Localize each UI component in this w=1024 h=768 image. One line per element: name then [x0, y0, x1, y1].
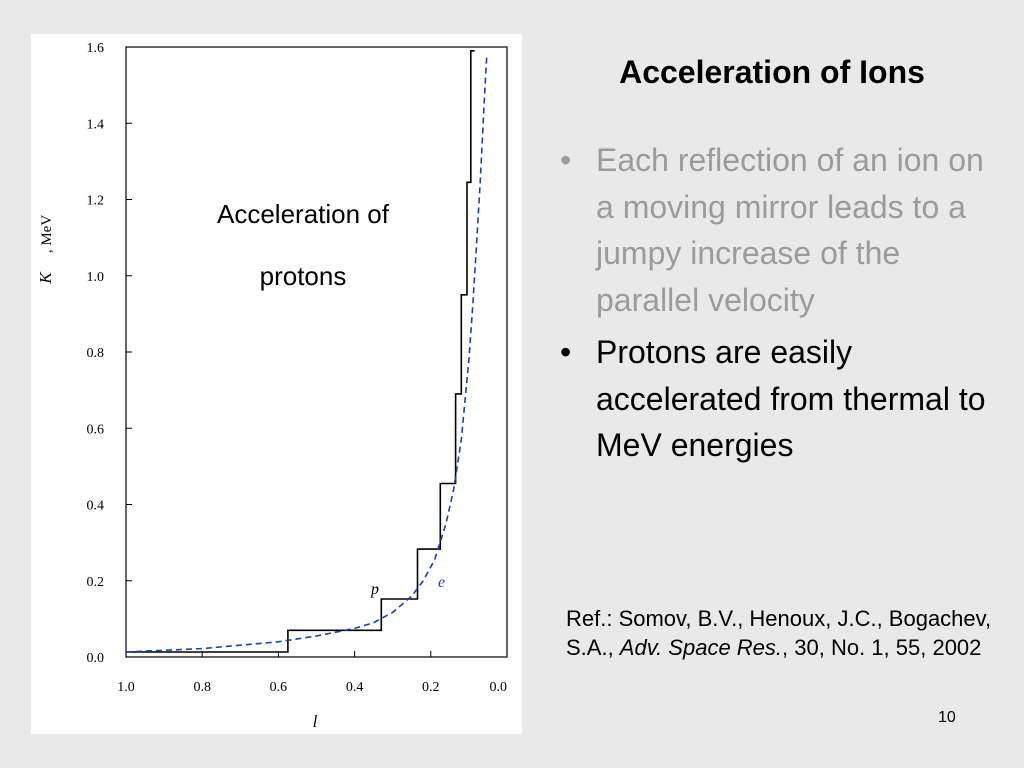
x-axis-label: l	[313, 712, 318, 731]
y-tick-label: 1.0	[87, 270, 105, 285]
series-label-e: e	[438, 574, 445, 591]
y-tick-label: 1.2	[87, 194, 105, 209]
bullet-item-reflection: Each reflection of an ion on a moving mi…	[558, 137, 1004, 323]
y-tick-label: 0.4	[87, 499, 105, 514]
bullet-item-protons: Protons are easily accelerated from ther…	[558, 329, 1004, 469]
x-tick-label: 0.6	[270, 680, 288, 695]
y-tick-label: 0.6	[87, 422, 105, 437]
y-axis-label-variable: K	[36, 271, 55, 285]
y-tick-label: 0.8	[87, 346, 105, 361]
reference-prefix: Ref.: Somov, B.V., Henoux, J.C., Bogache…	[566, 606, 992, 660]
chart-panel: 0.0 0.2 0.4 0.6 0.8 1.0 1.2 1.4 1.6 1.0 0.8 0.6 0.4…	[31, 34, 522, 734]
y-tick-label: 0.0	[87, 651, 105, 666]
x-tick-label: 0.0	[490, 680, 508, 695]
bullet-list: Each reflection of an ion on a moving mi…	[558, 137, 1004, 475]
reference-citation: Ref.: Somov, B.V., Henoux, J.C., Bogache…	[566, 604, 1006, 662]
series-line-p	[126, 49, 475, 653]
x-tick-label: 0.4	[346, 680, 364, 695]
plot-frame	[125, 46, 508, 658]
reference-suffix: , 30, No. 1, 55, 2002	[782, 635, 982, 660]
page-number: 10	[938, 709, 956, 726]
chart-annotation-line-2: protons	[260, 261, 347, 291]
y-tick-label: 1.6	[87, 41, 105, 56]
chart-annotation-line-1: Acceleration of	[217, 199, 390, 229]
y-tick-label: 0.2	[87, 575, 105, 590]
x-tick-label: 0.2	[422, 680, 440, 695]
chart-svg: 0.0 0.2 0.4 0.6 0.8 1.0 1.2 1.4 1.6 1.0 0.8 0.6 0.4…	[36, 41, 508, 731]
reference-journal: Adv. Space Res.	[619, 635, 783, 660]
y-axis-label-unit: , MeV	[39, 215, 55, 253]
y-tick-label: 1.4	[87, 117, 105, 132]
series-line-e	[125, 54, 488, 653]
series-label-p: p	[370, 581, 379, 598]
slide-title: Acceleration of Ions	[619, 54, 925, 90]
x-tick-label: 0.8	[193, 680, 211, 695]
series-layer	[125, 49, 488, 653]
y-axis-ticks: 0.0 0.2 0.4 0.6 0.8 1.0 1.2 1.4 1.6	[87, 41, 132, 666]
x-tick-label: 1.0	[117, 680, 135, 695]
